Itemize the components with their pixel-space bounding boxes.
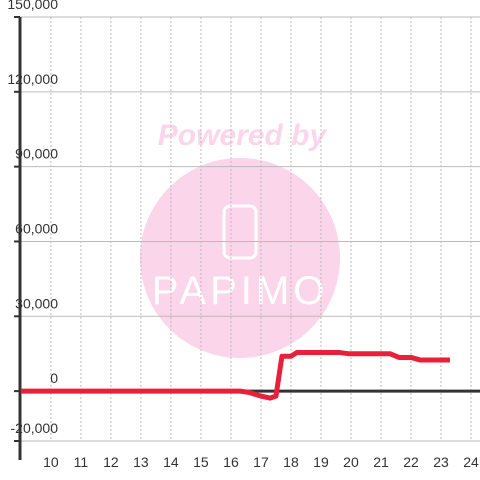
x-tick-label: 19: [313, 454, 329, 470]
x-tick-label: 10: [43, 454, 59, 470]
watermark: Powered by PAPIMO: [140, 119, 340, 358]
y-tick-label: 60,000: [15, 220, 58, 236]
y-tick-label: 120,000: [7, 71, 58, 87]
x-tick-label: 24: [463, 454, 479, 470]
x-tick-label: 17: [253, 454, 269, 470]
y-tick-label: 0: [50, 370, 58, 386]
x-tick-label: 18: [283, 454, 299, 470]
y-tick-label: -20,000: [11, 420, 59, 436]
y-tick-label: 150,000: [7, 0, 58, 12]
watermark-icon: [222, 204, 258, 260]
x-tick-label: 11: [74, 454, 89, 470]
y-tick-label: 90,000: [15, 146, 58, 162]
y-tick-label: 30,000: [15, 295, 58, 311]
x-tick-label: 20: [343, 454, 359, 470]
x-tick-label: 12: [103, 454, 119, 470]
x-tick-label: 21: [373, 454, 389, 470]
watermark-logo: PAPIMO: [152, 269, 329, 313]
x-tick-label: 13: [133, 454, 149, 470]
x-tick-label: 22: [403, 454, 419, 470]
watermark-text: Powered by: [158, 119, 328, 152]
x-tick-label: 15: [193, 454, 209, 470]
data-line: [20, 349, 450, 401]
x-tick-label: 14: [163, 454, 179, 470]
x-tick-label: 16: [223, 454, 239, 470]
x-tick-label: 23: [433, 454, 449, 470]
